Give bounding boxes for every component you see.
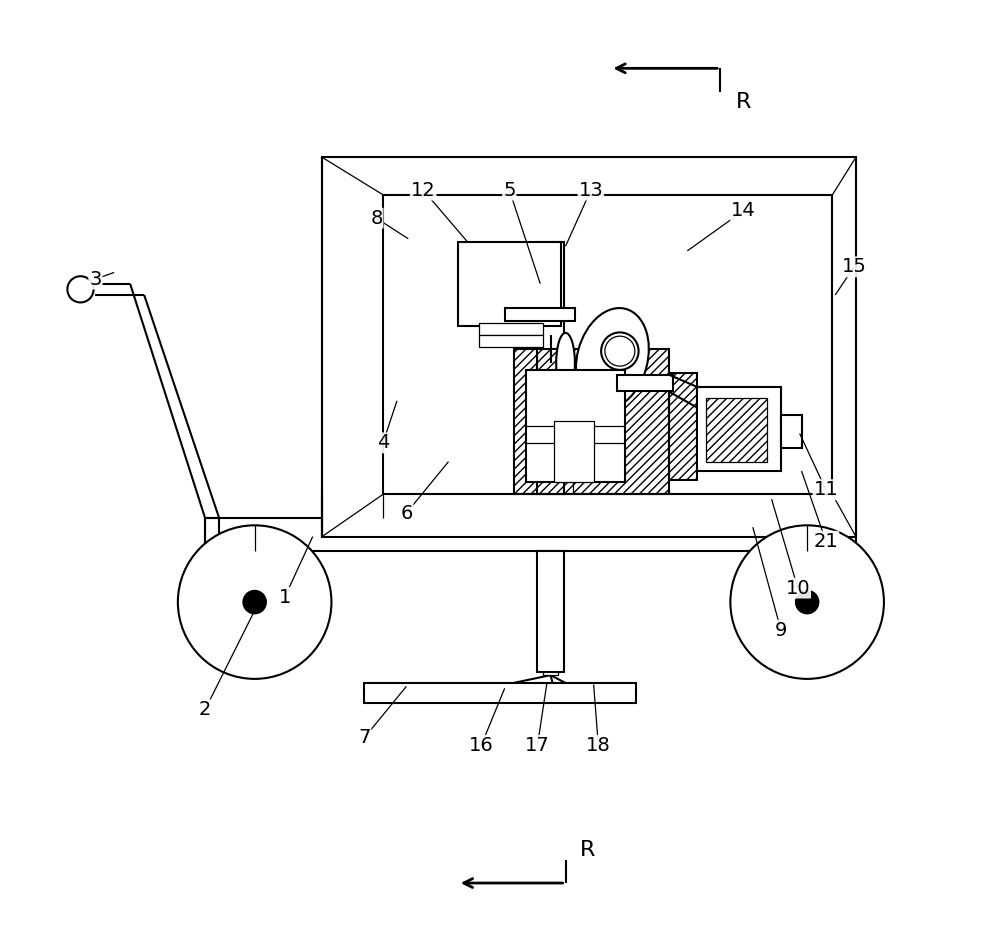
Text: 18: 18 [586, 736, 611, 755]
Bar [322, 157, 856, 537]
Bar [479, 323, 543, 335]
Bar [526, 370, 625, 482]
Bar [458, 241, 561, 326]
Text: 21: 21 [814, 531, 838, 551]
Bar [383, 195, 832, 495]
Circle shape [730, 526, 884, 679]
Circle shape [178, 526, 331, 679]
Bar [554, 421, 594, 482]
Text: 11: 11 [814, 480, 838, 499]
Text: 9: 9 [775, 621, 787, 640]
Bar [364, 683, 636, 704]
Bar [669, 373, 697, 480]
Text: 6: 6 [400, 504, 413, 523]
Text: 13: 13 [578, 181, 603, 200]
Circle shape [601, 333, 639, 370]
Text: 16: 16 [469, 736, 494, 755]
Bar [697, 387, 781, 471]
Text: 1: 1 [278, 588, 291, 607]
Circle shape [796, 591, 818, 613]
Bar [479, 335, 543, 348]
Circle shape [243, 591, 266, 613]
Bar [781, 414, 802, 447]
Text: 8: 8 [370, 209, 383, 228]
Text: 3: 3 [89, 269, 102, 288]
Text: 10: 10 [785, 578, 810, 597]
Bar [537, 241, 564, 495]
Ellipse shape [556, 333, 575, 394]
Bar [543, 666, 558, 675]
Text: R: R [736, 91, 751, 112]
Circle shape [67, 276, 94, 302]
Bar [505, 308, 575, 321]
Bar [537, 550, 564, 673]
Text: 14: 14 [731, 202, 756, 220]
Text: 5: 5 [503, 181, 516, 200]
Text: R: R [580, 839, 595, 860]
Text: 7: 7 [358, 728, 370, 747]
Text: 12: 12 [411, 181, 436, 200]
Bar [617, 375, 673, 392]
Bar [514, 349, 669, 495]
Text: 2: 2 [199, 700, 211, 720]
Text: 17: 17 [525, 736, 550, 755]
Text: 4: 4 [377, 433, 389, 452]
Bar [706, 398, 767, 462]
Bar [205, 518, 856, 550]
Ellipse shape [576, 308, 649, 409]
Text: 15: 15 [842, 257, 866, 276]
